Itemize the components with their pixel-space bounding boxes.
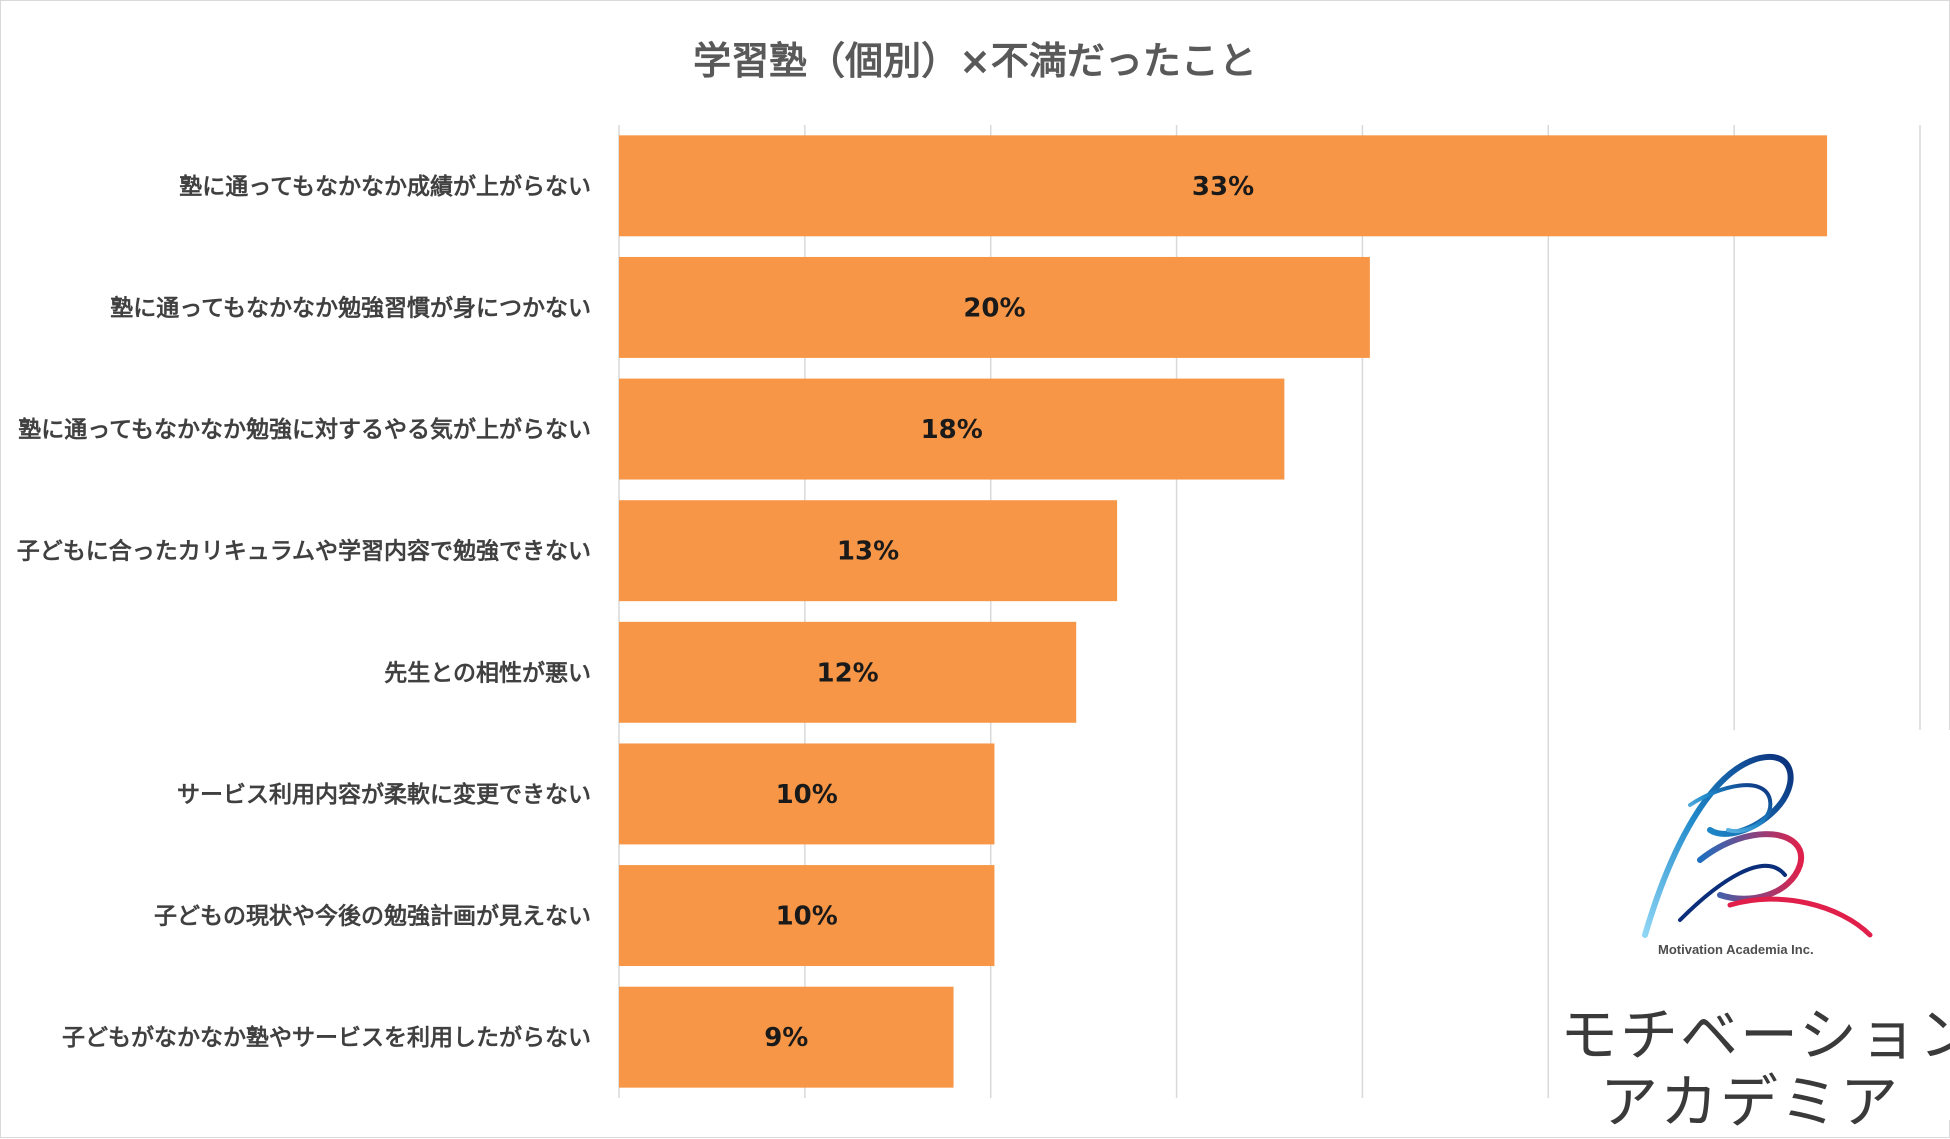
data-label: 20% [963,293,1025,323]
bar [619,256,1370,358]
category-label: 先生との相性が悪い [384,659,591,686]
logo-subtitle: Motivation Academia Inc. [1658,942,1814,957]
category-label: 塾に通ってもなかなか成績が上がらない [179,173,591,200]
company-logo: Motivation Academia Inc. モチベーション アカデミア [1550,730,1950,1136]
bar [619,500,1118,602]
category-label: 塾に通ってもなかなか勉強に対するやる気が上がらない [18,416,591,443]
bar [619,135,1828,237]
bars [619,135,1828,1088]
logo-name-line2: アカデミア [1599,1068,1900,1136]
labels: 33% 塾に通ってもなかなか成績が上がらない 20% 塾に通ってもなかなか勉強習慣が身… [17,172,1254,1053]
data-label: 33% [1192,172,1254,202]
bar [619,743,995,845]
logo-name-line1: モチベーション [1560,1001,1950,1069]
bar [619,865,995,967]
data-label: 9% [764,1023,808,1053]
bar [619,621,1077,723]
data-label: 13% [837,537,899,567]
category-label: 子どもに合ったカリキュラムや学習内容で勉強できない [17,538,591,565]
chart-title: 学習塾（個別）×不満だったこと [693,39,1257,83]
logo-emblem-icon [1642,753,1873,938]
category-label: 子どもの現状や今後の勉強計画が見えない [154,903,591,930]
data-label: 10% [776,902,838,932]
category-label: 子どもがなかなか塾やサービスを利用したがらない [62,1024,591,1051]
data-label: 18% [921,415,983,445]
data-label: 12% [816,658,878,688]
bar [619,986,954,1088]
category-label: サービス利用内容が柔軟に変更できない [177,781,591,808]
category-label: 塾に通ってもなかなか勉強習慣が身につかない [110,294,591,321]
data-label: 10% [776,780,838,810]
bar [619,378,1285,480]
